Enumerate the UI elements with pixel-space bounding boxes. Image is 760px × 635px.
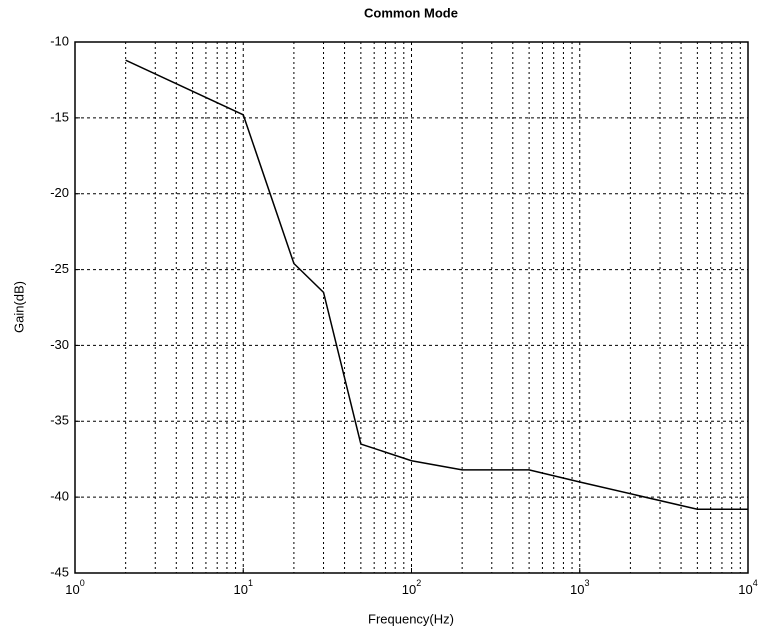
x-tick-exponent: 2 <box>416 578 421 588</box>
x-tick-exponent: 0 <box>80 578 85 588</box>
x-tick-base: 10 <box>570 582 584 597</box>
x-tick-label: 104 <box>738 578 757 597</box>
x-tick-label: 100 <box>65 578 84 597</box>
y-tick-label: -25 <box>50 261 69 276</box>
x-tick-label: 101 <box>234 578 253 597</box>
x-tick-label: 103 <box>570 578 589 597</box>
plot-frame <box>74 41 749 574</box>
x-tick-label: 102 <box>402 578 421 597</box>
x-tick-exponent: 1 <box>248 578 253 588</box>
x-tick-base: 10 <box>65 582 79 597</box>
line-series <box>125 59 748 511</box>
chart-title: Common Mode <box>364 5 458 20</box>
y-tick-label: -20 <box>50 185 69 200</box>
y-tick-label: -35 <box>50 413 69 428</box>
y-axis-label: Gain(dB) <box>11 281 26 333</box>
y-tick-label: -15 <box>50 109 69 124</box>
x-axis-label: Frequency(Hz) <box>368 611 454 626</box>
x-tick-base: 10 <box>402 582 416 597</box>
y-tick-label: -10 <box>50 33 69 48</box>
y-tick-label: -45 <box>50 564 69 579</box>
y-tick-label: -40 <box>50 489 69 504</box>
x-tick-exponent: 3 <box>584 578 589 588</box>
y-tick-label: -30 <box>50 337 69 352</box>
x-tick-exponent: 4 <box>753 578 758 588</box>
x-tick-base: 10 <box>234 582 248 597</box>
x-tick-base: 10 <box>738 582 752 597</box>
